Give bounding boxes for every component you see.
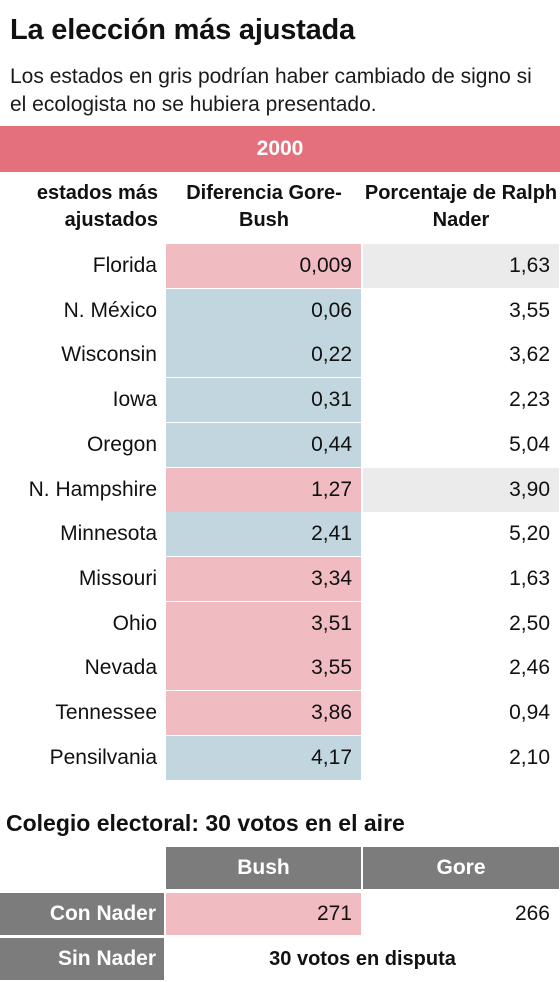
page-title: La elección más ajustada xyxy=(10,14,355,46)
table-row: Ohio 3,51 2,50 xyxy=(0,601,560,646)
diff-value: 0,44 xyxy=(166,422,361,467)
state-name: Pensilvania xyxy=(49,745,157,769)
diff-value: 4,17 xyxy=(166,735,361,780)
nader-value: 2,46 xyxy=(509,656,550,680)
state-name: Iowa xyxy=(112,388,157,412)
nader-value: 2,10 xyxy=(509,745,550,769)
bush-column-header: Bush xyxy=(166,847,361,889)
state-name: Tennessee xyxy=(55,701,157,724)
nader-value: 2,23 xyxy=(509,388,550,412)
nader-value: 1,63 xyxy=(509,566,550,590)
gore-electoral-votes: 266 xyxy=(514,902,550,925)
state-name: Florida xyxy=(92,254,157,277)
state-name: Wisconsin xyxy=(61,343,157,367)
table-row: Florida 0,009 1,63 xyxy=(0,244,560,288)
diff-value: 3,34 xyxy=(166,556,361,601)
diff-value: 3,55 xyxy=(166,646,361,691)
nader-value: 3,62 xyxy=(509,343,550,367)
state-name: Minnesota xyxy=(60,522,157,546)
table-row: Oregon 0,44 5,04 xyxy=(0,422,560,467)
with-nader-label: Con Nader xyxy=(0,893,164,935)
nader-value: 5,20 xyxy=(509,522,550,546)
bush-electoral-votes: 271 xyxy=(166,893,361,935)
nader-value: 3,90 xyxy=(363,467,559,512)
table-row: Pensilvania 4,17 2,10 xyxy=(0,735,560,780)
state-name: Missouri xyxy=(78,566,157,590)
nader-value: 5,04 xyxy=(509,432,550,456)
table-row: N. México 0,06 3,55 xyxy=(0,288,560,333)
diff-value: 0,009 xyxy=(166,244,361,288)
diff-value: 0,22 xyxy=(166,333,361,378)
year-header: 2000 xyxy=(0,126,560,172)
state-name: Nevada xyxy=(84,656,157,680)
nader-value: 1,63 xyxy=(363,244,559,288)
column-header-state: estados más ajustados xyxy=(36,182,158,231)
column-header-diff: Diferencia Gore-Bush xyxy=(186,182,342,231)
state-name: N. México xyxy=(63,298,157,322)
table-row: Nevada 3,55 2,46 xyxy=(0,646,560,691)
diff-value: 3,86 xyxy=(166,691,361,735)
table-row: Missouri 3,34 1,63 xyxy=(0,556,560,601)
without-nader-label: Sin Nader xyxy=(0,938,164,980)
gore-column-header: Gore xyxy=(363,847,559,889)
diff-value: 3,51 xyxy=(166,601,361,646)
nader-value: 3,55 xyxy=(509,298,550,322)
nader-value: 0,94 xyxy=(509,701,550,724)
table-row: Wisconsin 0,22 3,62 xyxy=(0,333,560,378)
diff-value: 1,27 xyxy=(166,467,361,512)
diff-value: 2,41 xyxy=(166,512,361,557)
electoral-title: Colegio electoral: 30 votos en el aire xyxy=(6,810,405,836)
table-row: Iowa 0,31 2,23 xyxy=(0,378,560,423)
table-row: Minnesota 2,41 5,20 xyxy=(0,512,560,557)
diff-value: 0,31 xyxy=(166,378,361,423)
diff-value: 0,06 xyxy=(166,288,361,333)
state-name: Ohio xyxy=(112,611,157,635)
disputed-votes: 30 votos en disputa xyxy=(269,947,456,970)
state-name: Oregon xyxy=(86,432,157,456)
table-row: N. Hampshire 1,27 3,90 xyxy=(0,467,560,512)
table-row: Tennessee 3,86 0,94 xyxy=(0,691,560,735)
page-subtitle: Los estados en gris podrían haber cambia… xyxy=(10,65,532,116)
nader-value: 2,50 xyxy=(509,611,550,635)
column-header-nader: Porcentaje de Ralph Nader xyxy=(364,182,558,231)
state-name: N. Hampshire xyxy=(28,477,157,501)
